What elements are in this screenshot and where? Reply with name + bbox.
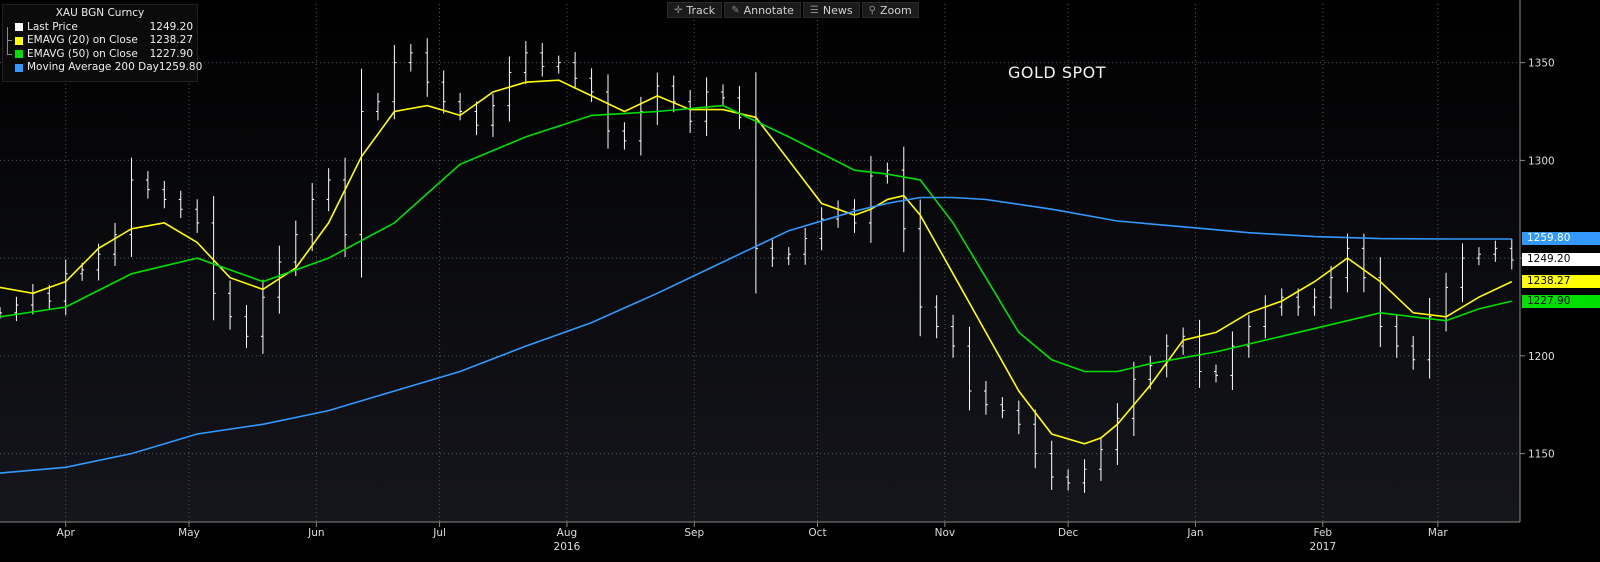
series-line — [0, 79, 1513, 445]
x-year-label: 2016 — [554, 541, 581, 553]
x-axis: Apr May Jun Jul Aug Sep Oct Nov Dec Jan Feb Mar 2016… — [57, 522, 1448, 553]
x-tick-label: Nov — [935, 527, 956, 539]
x-tick-label: Dec — [1058, 527, 1079, 539]
legend-item-name: Last Price — [27, 20, 78, 33]
price-tag: 1249.20 — [1522, 253, 1600, 267]
zoom-button[interactable]: ⚲ Zoom — [861, 2, 919, 18]
plot-background — [0, 0, 1520, 522]
legend-item-name: Moving Average 200 Day — [27, 61, 159, 73]
legend-bracket — [7, 27, 12, 41]
y-tick-label: 1150 — [1528, 449, 1555, 461]
legend-item: EMAVG (20) on Close 1238.27 — [3, 27, 197, 48]
y-tick-label: 1200 — [1528, 351, 1555, 363]
zoom-label: Zoom — [879, 3, 912, 17]
news-label: News — [822, 3, 853, 17]
pencil-icon: ✎ — [731, 4, 740, 16]
news-button[interactable]: ☰ News — [802, 2, 860, 18]
chart-toolbar: ✛ Track ✎ Annotate ☰ News ⚲ Zoom — [667, 2, 919, 18]
annotate-label: Annotate — [743, 3, 794, 17]
x-tick-label: Feb — [1314, 527, 1333, 539]
x-tick-label: Sep — [684, 527, 704, 539]
track-label: Track — [686, 3, 716, 17]
x-tick-label: Jul — [432, 527, 446, 539]
price-tag: 1238.27 — [1522, 274, 1600, 288]
y-tick-label: 1300 — [1528, 155, 1555, 167]
x-tick-label: Jan — [1186, 527, 1203, 539]
crosshair-icon: ✛ — [674, 4, 683, 16]
legend-item-value: 1238.27 — [149, 34, 193, 46]
x-tick-label: Mar — [1428, 527, 1448, 539]
legend-swatch — [15, 50, 23, 59]
price-tag: 1259.80 — [1522, 232, 1600, 246]
legend-swatch — [15, 63, 23, 72]
news-icon: ☰ — [809, 4, 819, 16]
x-tick-label: May — [178, 527, 200, 539]
annotate-button[interactable]: ✎ Annotate — [724, 2, 801, 18]
legend-swatch — [15, 23, 23, 32]
legend-item: Last Price 1249.20 — [3, 21, 197, 35]
x-tick-label: Jun — [307, 527, 324, 539]
x-tick-label: Apr — [57, 527, 76, 539]
legend-swatch — [15, 36, 23, 45]
series-line — [0, 104, 1512, 373]
zoom-icon: ⚲ — [868, 4, 876, 16]
legend-item: EMAVG (50) on Close 1227.90 — [3, 40, 197, 62]
legend: XAU BGN Curncy Last Price 1249.20 EMAVG … — [2, 4, 202, 82]
legend-item-name: EMAVG (50) on Close — [27, 47, 138, 60]
legend-security: XAU BGN Curncy — [55, 7, 145, 19]
series-layer — [0, 38, 1514, 493]
grid-lines — [0, 4, 1520, 522]
x-tick-label: Aug — [557, 527, 578, 539]
y-tick-label: 1350 — [1528, 58, 1555, 70]
legend-bracket — [7, 40, 12, 55]
track-button[interactable]: ✛ Track — [667, 2, 723, 18]
legend-item-value: 1227.90 — [149, 47, 193, 60]
x-year-label: 2017 — [1309, 541, 1336, 553]
legend-item-name: EMAVG (20) on Close — [27, 34, 138, 46]
chart-title: GOLD SPOT — [1008, 63, 1106, 82]
x-tick-label: Oct — [808, 527, 826, 539]
price-tag: 1227.90 — [1522, 294, 1600, 308]
series-line — [0, 196, 1512, 474]
legend-item-value: 1249.20 — [149, 20, 193, 33]
legend-item-value: 1259.80 — [158, 61, 203, 73]
legend-item: Moving Average 200 Day 1259.80 — [3, 61, 202, 75]
